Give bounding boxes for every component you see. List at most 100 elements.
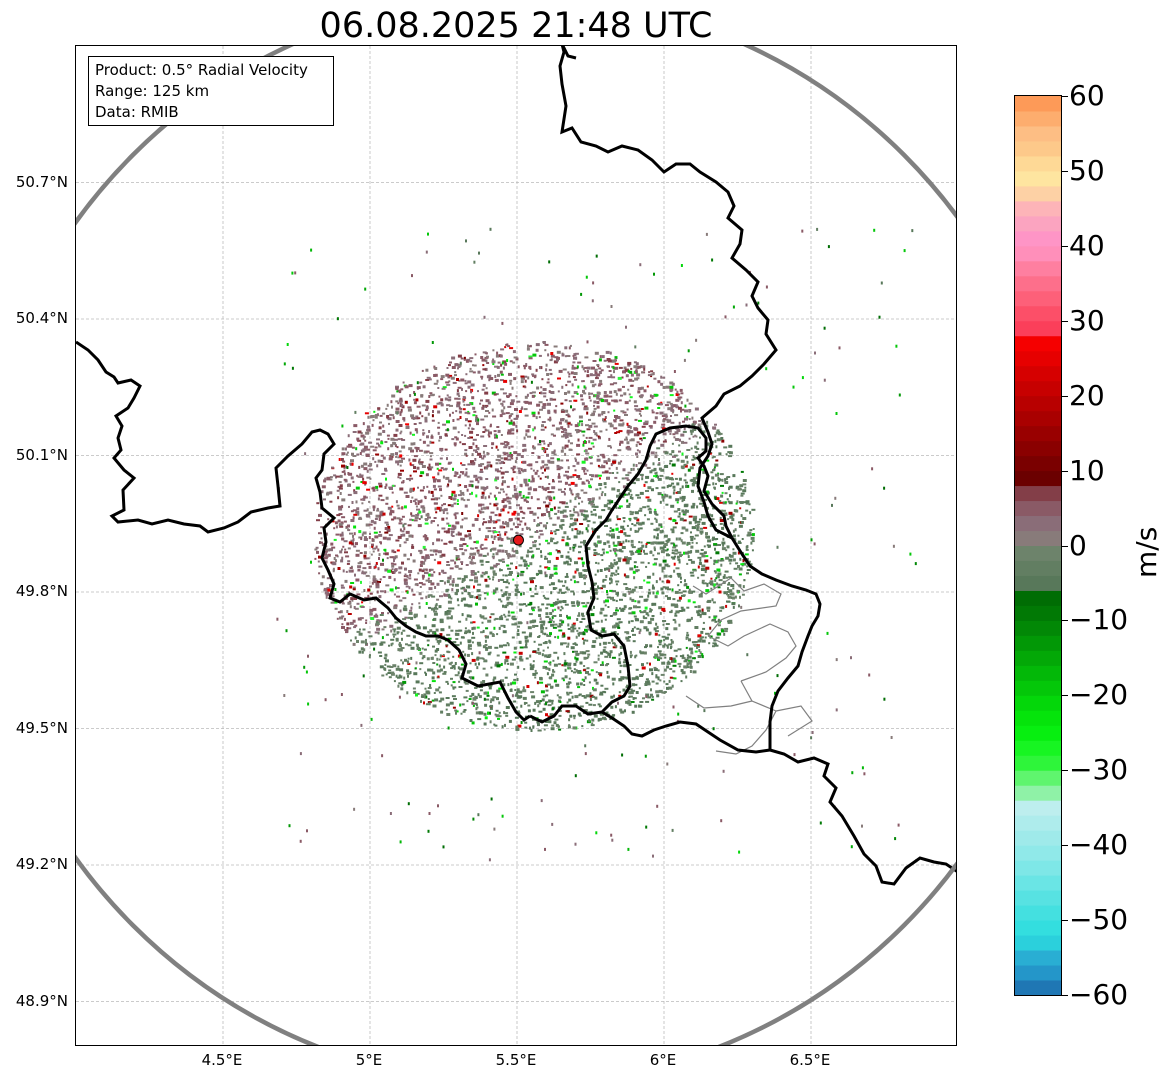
colorbar-tick-mark	[1062, 695, 1068, 697]
lat-tick-label: 49.8°N	[15, 582, 68, 600]
colorbar-band	[1015, 800, 1061, 816]
colorbar-band	[1015, 680, 1061, 696]
colorbar-band	[1015, 290, 1061, 307]
canton-border	[707, 623, 797, 682]
colorbar-band	[1015, 515, 1061, 532]
colorbar-band	[1015, 170, 1061, 187]
lon-tick-label: 5°E	[355, 1051, 383, 1069]
colorbar-tick-label: −40	[1069, 828, 1129, 862]
colorbar-band	[1015, 665, 1061, 681]
colorbar-band	[1015, 185, 1061, 202]
lat-tick-label: 49.5°N	[15, 718, 68, 737]
product-info-box: Product: 0.5° Radial Velocity Range: 125…	[88, 56, 334, 126]
belgium-germany-border	[558, 46, 778, 540]
colorbar-band	[1015, 260, 1061, 277]
colorbar-band	[1015, 365, 1061, 382]
colorbar-band	[1015, 305, 1061, 322]
colorbar-band	[1015, 830, 1061, 846]
luxembourg-france-border	[601, 710, 771, 754]
colorbar-band	[1015, 890, 1061, 906]
colorbar-band	[1015, 860, 1061, 876]
colorbar-band	[1015, 815, 1061, 831]
belgium-luxembourg-border	[529, 424, 734, 724]
lat-tick-label: 49.2°N	[15, 855, 68, 873]
colorbar-band	[1015, 350, 1061, 367]
colorbar-band	[1015, 710, 1061, 726]
radar-map	[75, 45, 957, 1046]
colorbar-tick-mark	[1062, 620, 1068, 622]
velocity-colorbar	[1014, 95, 1062, 996]
colorbar-band	[1015, 965, 1061, 981]
colorbar-tick-mark	[1062, 395, 1068, 397]
colorbar-band	[1015, 785, 1061, 801]
lat-tick-label: 50.7°N	[15, 172, 68, 191]
colorbar-band	[1015, 590, 1061, 606]
colorbar-band	[1015, 425, 1061, 442]
colorbar-band	[1015, 950, 1061, 966]
colorbar-tick-mark	[1062, 245, 1068, 247]
colorbar-tick-label: 20	[1069, 378, 1105, 412]
lat-tick-label: 48.9°N	[15, 991, 68, 1010]
colorbar-band	[1015, 920, 1061, 936]
range-ring	[76, 46, 956, 1045]
range-label: Range: 125 km	[95, 82, 210, 100]
colorbar-band	[1015, 545, 1061, 561]
colorbar-band	[1015, 470, 1061, 487]
data-source-label: Data: RMIB	[95, 103, 179, 121]
colorbar-band	[1015, 380, 1061, 397]
colorbar-unit-label: m/s	[1130, 526, 1163, 578]
colorbar-tick-mark	[1062, 545, 1068, 547]
map-canvas	[76, 46, 956, 1045]
colorbar-tick-label: −50	[1069, 903, 1129, 937]
colorbar-band	[1015, 335, 1061, 352]
colorbar-tick-mark	[1062, 770, 1068, 772]
graticule-gridlines	[76, 46, 956, 1045]
colorbar-tick-mark	[1062, 845, 1068, 847]
colorbar-band	[1015, 770, 1061, 786]
colorbar-band	[1015, 755, 1061, 771]
colorbar-tick-label: 60	[1069, 79, 1105, 112]
colorbar-tick-label: −20	[1069, 678, 1129, 712]
colorbar-band	[1015, 575, 1061, 591]
colorbar-tick-label: 10	[1069, 453, 1105, 487]
colorbar-tick-mark	[1062, 995, 1068, 996]
colorbar-band	[1015, 440, 1061, 457]
colorbar-band	[1015, 845, 1061, 861]
colorbar-tick-label: 30	[1069, 303, 1105, 337]
belgium-france-border	[76, 340, 531, 722]
radar-site-marker	[512, 534, 524, 546]
colorbar-tick-label: 0	[1069, 528, 1087, 562]
luxembourg-germany-border	[730, 537, 822, 750]
colorbar-tick-mark	[1062, 320, 1068, 322]
lon-tick-label: 6°E	[649, 1051, 677, 1069]
colorbar-band	[1015, 725, 1061, 741]
colorbar-gradient	[1015, 96, 1061, 995]
colorbar-band	[1015, 935, 1061, 951]
colorbar-band	[1015, 980, 1061, 995]
colorbar-band	[1015, 96, 1061, 112]
colorbar-band	[1015, 485, 1061, 502]
country-borders	[76, 46, 956, 886]
colorbar-tick-label: 50	[1069, 153, 1105, 187]
colorbar-tick-mark	[1062, 170, 1068, 172]
colorbar-band	[1015, 905, 1061, 921]
colorbar-tick-label: −10	[1069, 603, 1129, 637]
colorbar-band	[1015, 410, 1061, 427]
colorbar-band	[1015, 215, 1061, 232]
canton-border	[692, 577, 782, 637]
lat-tick-label: 50.1°N	[15, 445, 68, 464]
colorbar-band	[1015, 740, 1061, 756]
colorbar-band	[1015, 455, 1061, 472]
map-title: 06.08.2025 21:48 UTC	[319, 6, 713, 46]
colorbar-band	[1015, 635, 1061, 651]
colorbar-band	[1015, 530, 1061, 546]
product-label: Product: 0.5° Radial Velocity	[95, 61, 308, 79]
colorbar-tick-mark	[1062, 96, 1068, 97]
colorbar-band	[1015, 620, 1061, 636]
border-segment	[561, 46, 577, 60]
lat-tick-label: 50.4°N	[15, 309, 68, 327]
colorbar-tick-label: −60	[1069, 978, 1129, 1011]
colorbar-band	[1015, 245, 1061, 262]
colorbar-band	[1015, 695, 1061, 711]
colorbar-tick-mark	[1062, 920, 1068, 922]
